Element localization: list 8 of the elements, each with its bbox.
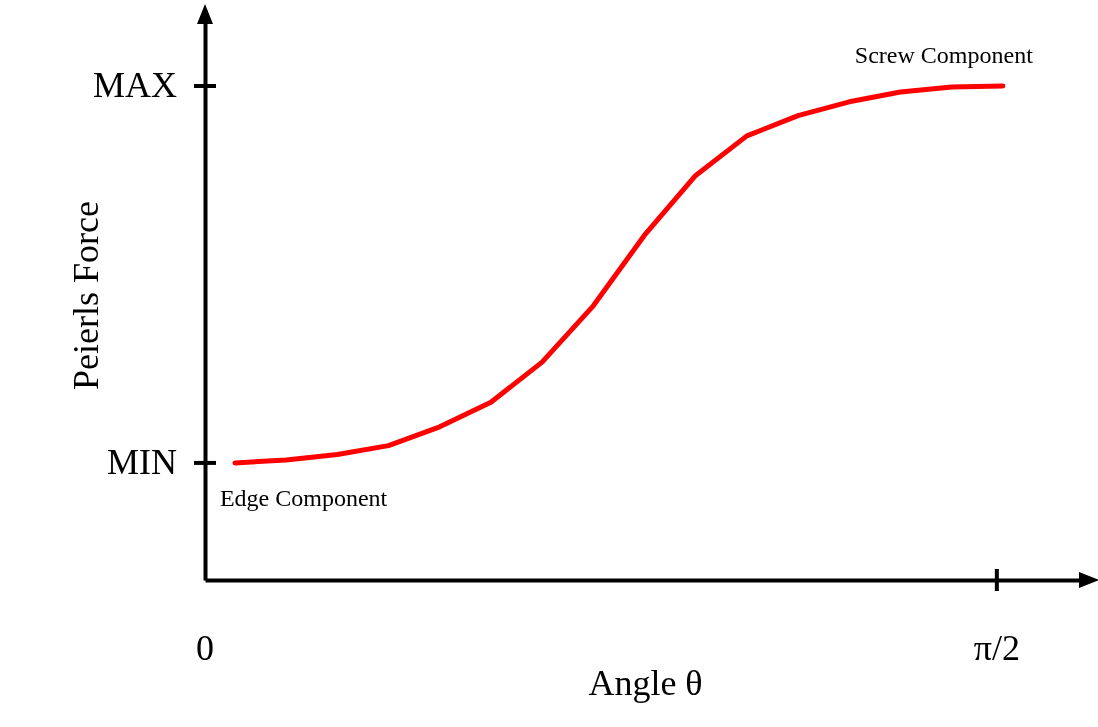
text: MIN (107, 441, 177, 482)
x-axis-title: Angle θ (588, 662, 703, 703)
annotation: Edge Component (219, 484, 388, 511)
text: Screw Component (854, 42, 1034, 68)
text: 0 (196, 628, 214, 668)
y-axis-title: Peierls Force (65, 201, 106, 390)
text: MAX (92, 65, 177, 105)
text: π/2 (973, 628, 1020, 668)
